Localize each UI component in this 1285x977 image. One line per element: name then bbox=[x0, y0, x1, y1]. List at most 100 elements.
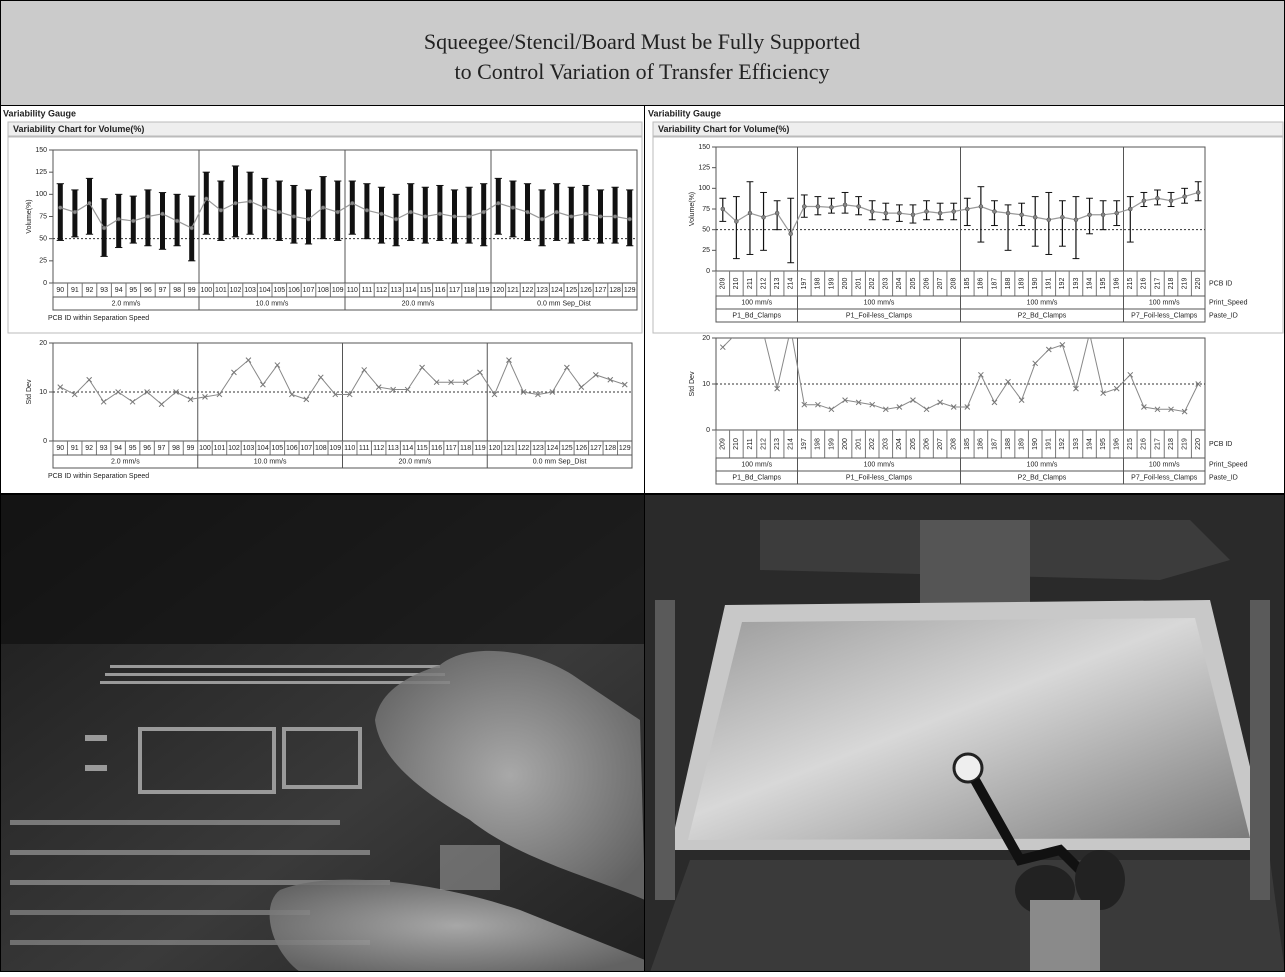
mean-point bbox=[336, 210, 340, 214]
x-tick-label: 215 bbox=[1127, 278, 1134, 290]
mean-point bbox=[628, 217, 632, 221]
x-tick-label: 96 bbox=[143, 445, 151, 452]
group-label: 0.0 mm Sep_Dist bbox=[537, 300, 591, 307]
x-tick-label: 186 bbox=[978, 278, 985, 290]
y-axis-label: Std Dev bbox=[26, 379, 33, 404]
y-tick-label: 125 bbox=[35, 169, 47, 176]
x-tick-label: 212 bbox=[760, 438, 767, 450]
printer-photo bbox=[645, 494, 1285, 972]
x-tick-label: 214 bbox=[788, 278, 795, 290]
y-tick-label: 50 bbox=[39, 236, 47, 243]
x-tick-label: 112 bbox=[376, 287, 387, 294]
chart-title: Variability Chart for Volume(%) bbox=[13, 124, 144, 134]
row-label: PCB ID bbox=[1209, 441, 1232, 448]
group-label: 2.0 mm/s bbox=[112, 300, 141, 307]
x-tick-label: 92 bbox=[86, 287, 94, 294]
mean-point bbox=[263, 206, 267, 210]
x-tick-label: 199 bbox=[828, 278, 835, 290]
x-tick-label: 108 bbox=[317, 287, 329, 294]
mean-point bbox=[584, 212, 588, 216]
mean-point bbox=[762, 215, 766, 219]
group-label: 100 mm/s bbox=[1149, 299, 1180, 306]
x-tick-label: 105 bbox=[273, 287, 285, 294]
x-tick-label: 220 bbox=[1195, 278, 1202, 290]
mean-point bbox=[979, 205, 983, 209]
x-tick-label: 216 bbox=[1141, 438, 1148, 450]
x-tick-label: 127 bbox=[590, 445, 602, 452]
mean-point bbox=[248, 199, 252, 203]
x-tick-label: 112 bbox=[373, 445, 384, 452]
mean-point bbox=[870, 209, 874, 213]
slide: Squeegee/Stencil/Board Must be Fully Sup… bbox=[0, 0, 1285, 972]
mean-point bbox=[117, 217, 121, 221]
mean-point bbox=[829, 205, 833, 209]
mean-point bbox=[394, 217, 398, 221]
x-tick-label: 191 bbox=[1046, 438, 1053, 450]
x-tick-label: 192 bbox=[1059, 278, 1066, 290]
x-tick-label: 125 bbox=[561, 445, 573, 452]
x-tick-label: 110 bbox=[344, 445, 355, 452]
mean-point bbox=[952, 209, 956, 213]
x-tick-label: 124 bbox=[547, 445, 559, 452]
row-label: PCB ID bbox=[1209, 280, 1232, 287]
x-tick-label: 207 bbox=[937, 438, 944, 450]
stencil-photo bbox=[0, 494, 645, 972]
group-label: 0.0 mm Sep_Dist bbox=[533, 458, 587, 465]
row-label: Paste_ID bbox=[1209, 474, 1238, 481]
x-tick-label: 211 bbox=[747, 278, 754, 289]
mean-point bbox=[234, 201, 238, 205]
group-label: 10.0 mm/s bbox=[254, 458, 287, 465]
mean-point bbox=[277, 210, 281, 214]
mean-point bbox=[73, 210, 77, 214]
x-tick-label: 185 bbox=[964, 438, 971, 450]
x-tick-label: 129 bbox=[619, 445, 631, 452]
x-tick-label: 197 bbox=[801, 278, 808, 290]
x-tick-label: 121 bbox=[507, 287, 519, 294]
mean-point bbox=[321, 206, 325, 210]
y-tick-label: 20 bbox=[702, 335, 710, 342]
x-tick-label: 122 bbox=[518, 445, 530, 452]
mean-point bbox=[350, 201, 354, 205]
y-tick-label: 10 bbox=[39, 389, 47, 396]
x-tick-label: 119 bbox=[474, 445, 485, 452]
x-tick-label: 205 bbox=[910, 278, 917, 290]
mean-point bbox=[146, 215, 150, 219]
x-tick-label: 209 bbox=[720, 278, 727, 290]
x-tick-label: 94 bbox=[114, 445, 122, 452]
x-tick-label: 121 bbox=[503, 445, 515, 452]
mean-point bbox=[482, 210, 486, 214]
x-tick-label: 106 bbox=[286, 445, 298, 452]
mean-point bbox=[1169, 199, 1173, 203]
x-tick-label: 114 bbox=[405, 287, 416, 294]
x-tick-label: 113 bbox=[391, 287, 402, 294]
mean-point bbox=[938, 211, 942, 215]
group-label: P1_Bd_Clamps bbox=[732, 474, 781, 481]
group-label: P1_Foil-less_Clamps bbox=[846, 474, 913, 481]
y-tick-label: 0 bbox=[43, 438, 47, 445]
y-tick-label: 0 bbox=[43, 280, 47, 287]
x-tick-label: 199 bbox=[828, 438, 835, 450]
x-tick-label: 210 bbox=[733, 438, 740, 450]
x-tick-label: 109 bbox=[332, 287, 344, 294]
y-tick-label: 0 bbox=[706, 268, 710, 275]
group-label: P2_Bd_Clamps bbox=[1018, 312, 1067, 319]
x-tick-label: 126 bbox=[575, 445, 587, 452]
x-tick-label: 100 bbox=[200, 287, 212, 294]
x-tick-label: 100 bbox=[199, 445, 211, 452]
mean-point bbox=[555, 210, 559, 214]
x-tick-label: 218 bbox=[1168, 278, 1175, 290]
mean-point bbox=[131, 219, 135, 223]
x-tick-label: 103 bbox=[244, 287, 256, 294]
mean-point bbox=[423, 215, 427, 219]
x-tick-label: 202 bbox=[869, 438, 876, 450]
x-tick-label: 208 bbox=[951, 278, 958, 290]
x-tick-label: 186 bbox=[978, 438, 985, 450]
x-tick-label: 188 bbox=[1005, 438, 1012, 450]
x-tick-label: 209 bbox=[720, 438, 727, 450]
mean-point bbox=[965, 207, 969, 211]
x-tick-label: 213 bbox=[774, 438, 781, 450]
group-label: 20.0 mm/s bbox=[399, 458, 432, 465]
x-tick-label: 116 bbox=[434, 287, 445, 294]
group-label: P2_Bd_Clamps bbox=[1018, 474, 1067, 481]
x-tick-label: 105 bbox=[272, 445, 284, 452]
